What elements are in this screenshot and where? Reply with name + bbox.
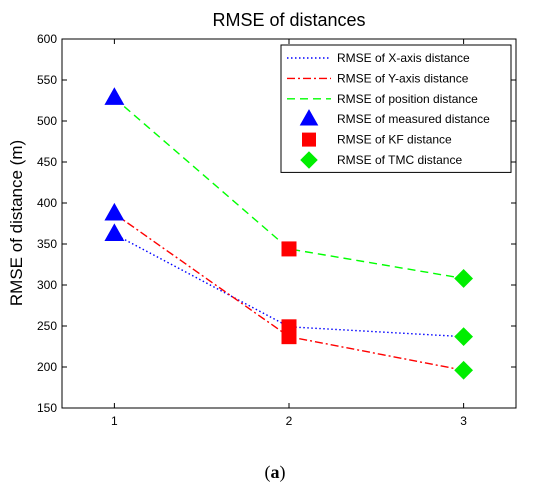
y-tick-label: 300 [37, 278, 57, 292]
legend: RMSE of X-axis distance RMSE of Y-axis di… [280, 44, 512, 173]
data-point-triangle [104, 223, 125, 241]
data-point-triangle [104, 87, 125, 105]
y-tick-label: 350 [37, 237, 57, 251]
data-point-diamond [454, 269, 474, 288]
caption-prefix: ( [264, 462, 271, 482]
data-point-diamond [454, 360, 474, 380]
legend-marker-diamond [300, 151, 318, 169]
legend-marker-triangle [299, 109, 319, 126]
x-tick-label: 2 [286, 414, 293, 428]
rmse-chart: RMSE of distances RMSE of distance (m) 1… [7, 10, 517, 428]
y-tick-label: 250 [37, 319, 57, 333]
chart-title: RMSE of distances [212, 10, 365, 30]
x-tick-label: 3 [460, 414, 467, 428]
series-markers [104, 87, 474, 380]
legend-label: RMSE of KF distance [337, 133, 452, 147]
x-tick-label: 1 [111, 414, 118, 428]
legend-label: RMSE of Y-axis distance [337, 71, 469, 85]
y-tick-label: 150 [37, 401, 57, 415]
y-tick-label: 600 [37, 32, 57, 46]
y-tick-label: 550 [37, 73, 57, 87]
data-point-square [281, 329, 297, 345]
legend-box [280, 44, 512, 173]
y-axis-label: RMSE of distance (m) [7, 140, 26, 306]
y-tick-label: 200 [37, 360, 57, 374]
legend-label: RMSE of position distance [337, 92, 478, 106]
y-tick-label: 400 [37, 196, 57, 210]
axes: 150 200 250 300 350 400 450 500 550 600 1 2 3 [37, 32, 517, 428]
legend-label: RMSE of X-axis distance [337, 51, 470, 65]
caption-letter: a [270, 462, 280, 482]
y-tick-label: 500 [37, 114, 57, 128]
data-point-diamond [454, 327, 474, 347]
figure-caption: (a) [0, 462, 550, 483]
legend-label: RMSE of TMC distance [337, 153, 462, 167]
legend-label: RMSE of measured distance [337, 112, 490, 126]
caption-suffix: ) [279, 462, 286, 482]
y-tick-label: 450 [37, 155, 57, 169]
legend-marker-square [302, 132, 316, 147]
data-point-square [281, 241, 297, 257]
data-point-triangle [104, 202, 125, 221]
